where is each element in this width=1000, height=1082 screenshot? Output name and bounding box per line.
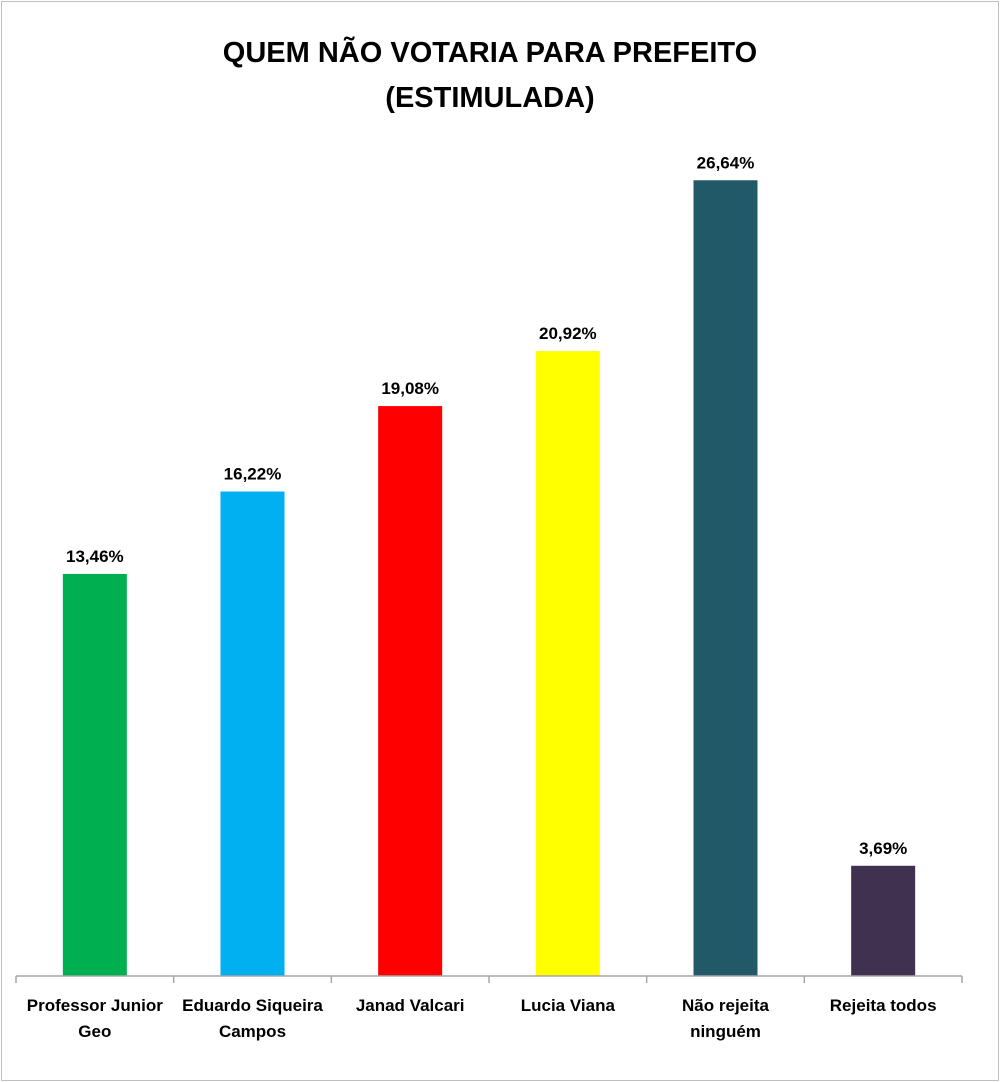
category-label: Janad Valcari [356,996,465,1015]
chart-title-line: (ESTIMULADA) [385,82,594,114]
bar [693,180,758,977]
value-label: 20,92% [539,324,597,343]
category-label: Professor Junior [27,996,163,1015]
x-axis [15,975,963,983]
category-label: Eduardo Siqueira [182,996,323,1015]
bar [378,406,443,976]
bars [62,180,916,977]
bar [851,865,916,976]
value-label: 13,46% [66,547,124,566]
chart-title-line: QUEM NÃO VOTARIA PARA PREFEITO [223,35,757,69]
category-label: Lucia Viana [521,996,616,1015]
value-labels: 13,46% 16,22% 19,08% 20,92% 26,64% 3,69% [66,153,907,858]
value-label: 19,08% [381,379,439,398]
category-label: Rejeita todos [830,996,937,1015]
value-label: 16,22% [224,465,282,484]
value-label: 26,64% [697,153,755,172]
category-label: Campos [219,1022,286,1041]
category-label: Geo [78,1022,111,1041]
bar [62,573,127,976]
chart-title: QUEM NÃO VOTARIA PARA PREFEITO (ESTIMULAD… [223,35,757,114]
category-label: ninguém [690,1022,761,1041]
bar [535,351,600,976]
category-label: Não rejeita [682,996,769,1015]
value-label: 3,69% [859,839,907,858]
category-labels: Professor Junior Geo Eduardo Siqueira Campo… [27,996,937,1041]
bar [220,491,285,976]
